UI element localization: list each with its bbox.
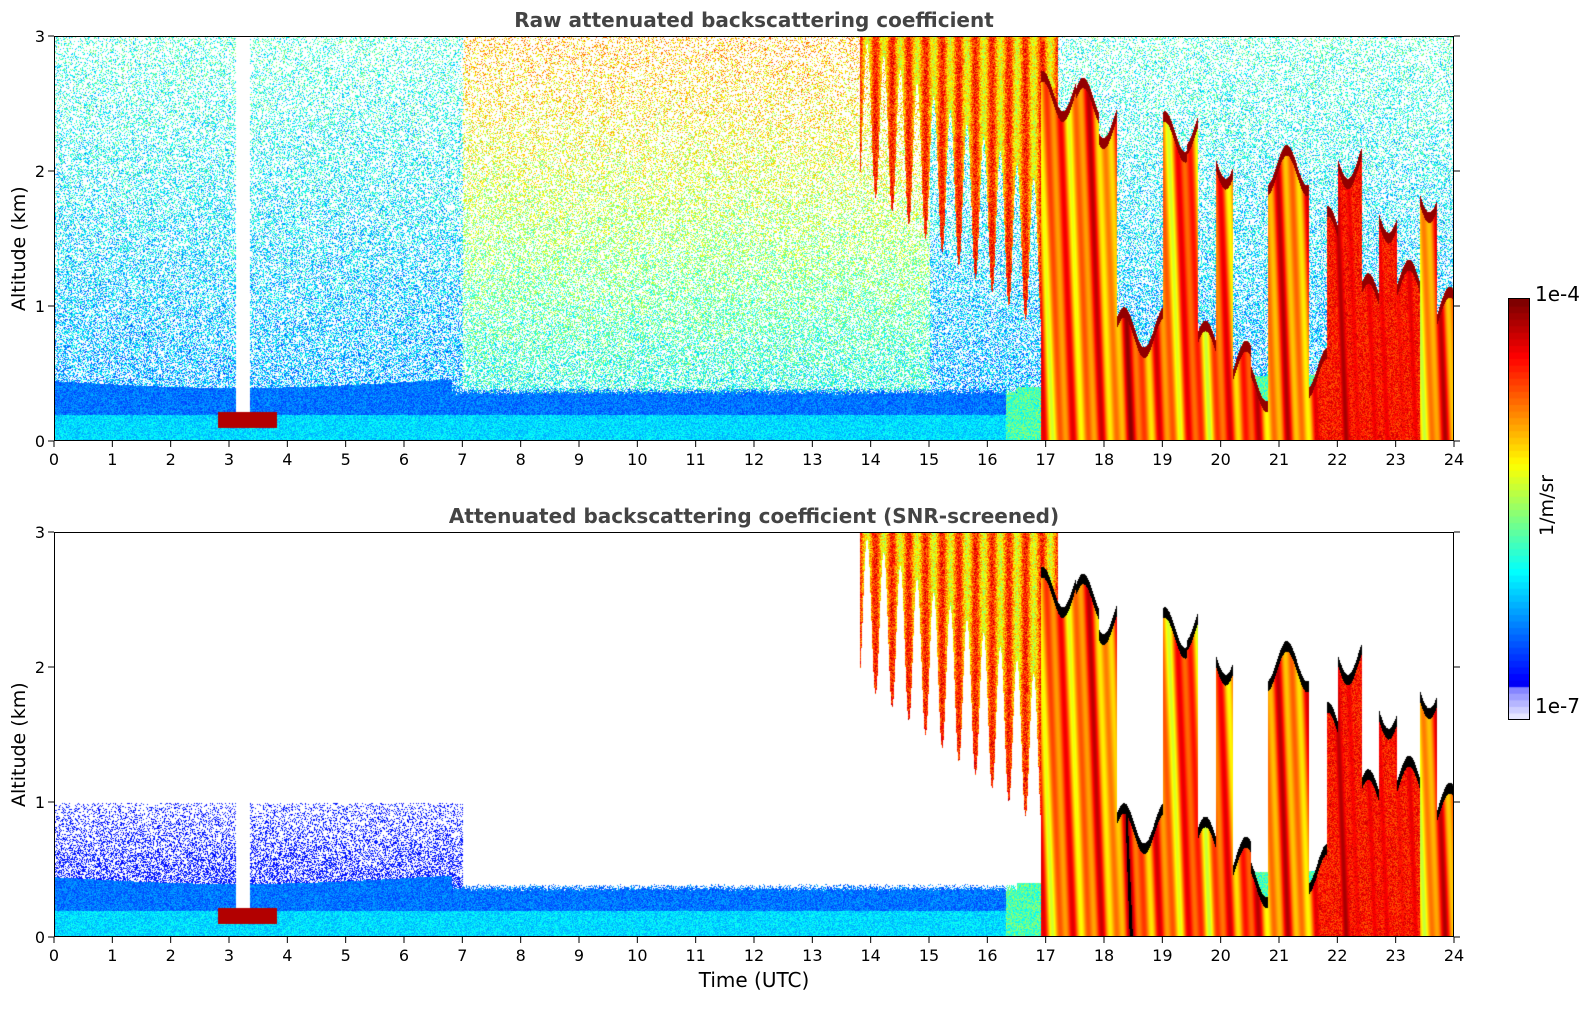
chart-title-raw: Raw attenuated backscattering coefficien…: [514, 8, 994, 32]
x-tick-label: 10: [627, 450, 647, 469]
x-tick-label: 21: [1269, 946, 1289, 965]
x-axis-label: Time (UTC): [698, 968, 810, 992]
x-tick-label: 14: [860, 450, 880, 469]
colorbar-unit-label: 1/m/sr: [1536, 474, 1558, 536]
x-tick-label: 19: [1152, 450, 1172, 469]
x-tick-label: 14: [860, 946, 880, 965]
x-tick-label: 17: [1035, 946, 1055, 965]
x-tick-label: 10: [627, 946, 647, 965]
y-axis-label-raw: Altitude (km): [8, 186, 30, 311]
plot-area-raw: [54, 36, 1454, 441]
x-tick-label: 9: [574, 946, 584, 965]
heatmap-screened: [55, 533, 1453, 936]
x-tick-label: 21: [1269, 450, 1289, 469]
y-tick-label: 2: [35, 658, 45, 677]
colorbar-max-label: 1e-4: [1535, 282, 1580, 306]
x-tick-label: 16: [977, 450, 997, 469]
x-tick-label: 7: [457, 946, 467, 965]
y-tick-label: 0: [35, 928, 45, 947]
x-tick-label: 22: [1327, 946, 1347, 965]
x-tick-label: 7: [457, 450, 467, 469]
x-tick-label: 18: [1094, 946, 1114, 965]
x-tick-label: 0: [49, 946, 59, 965]
y-tick-label: 1: [35, 793, 45, 812]
x-tick-label: 12: [744, 946, 764, 965]
x-tick-label: 8: [516, 946, 526, 965]
x-tick-label: 20: [1210, 946, 1230, 965]
x-tick-label: 13: [802, 946, 822, 965]
x-tick-label: 2: [166, 946, 176, 965]
x-tick-label: 17: [1035, 450, 1055, 469]
x-tick-label: 11: [685, 450, 705, 469]
x-tick-label: 3: [224, 450, 234, 469]
y-tick-label: 3: [35, 27, 45, 46]
x-tick-label: 11: [685, 946, 705, 965]
x-tick-label: 12: [744, 450, 764, 469]
x-tick-label: 9: [574, 450, 584, 469]
x-tick-label: 6: [399, 946, 409, 965]
x-tick-label: 19: [1152, 946, 1172, 965]
x-tick-label: 24: [1444, 450, 1464, 469]
x-tick-label: 22: [1327, 450, 1347, 469]
x-tick-label: 8: [516, 450, 526, 469]
heatmap-raw: [55, 37, 1453, 440]
plot-area-screened: [54, 532, 1454, 937]
x-tick-label: 3: [224, 946, 234, 965]
x-tick-label: 15: [919, 946, 939, 965]
y-tick-label: 2: [35, 162, 45, 181]
x-tick-label: 15: [919, 450, 939, 469]
x-tick-label: 5: [341, 450, 351, 469]
x-tick-label: 16: [977, 946, 997, 965]
x-tick-label: 23: [1385, 946, 1405, 965]
x-tick-label: 23: [1385, 450, 1405, 469]
y-tick-label: 3: [35, 523, 45, 542]
x-tick-label: 13: [802, 450, 822, 469]
x-tick-label: 24: [1444, 946, 1464, 965]
x-tick-label: 0: [49, 450, 59, 469]
x-tick-label: 5: [341, 946, 351, 965]
x-tick-label: 1: [107, 946, 117, 965]
x-tick-label: 20: [1210, 450, 1230, 469]
x-tick-label: 6: [399, 450, 409, 469]
x-tick-label: 2: [166, 450, 176, 469]
x-tick-label: 18: [1094, 450, 1114, 469]
colorbar-min-label: 1e-7: [1535, 694, 1580, 718]
y-axis-label-screened: Altitude (km): [8, 682, 30, 807]
x-tick-label: 4: [282, 450, 292, 469]
colorbar: [1508, 298, 1530, 720]
y-tick-label: 0: [35, 432, 45, 451]
x-tick-label: 4: [282, 946, 292, 965]
y-tick-label: 1: [35, 297, 45, 316]
chart-title-screened: Attenuated backscattering coefficient (S…: [448, 504, 1060, 528]
x-tick-label: 1: [107, 450, 117, 469]
